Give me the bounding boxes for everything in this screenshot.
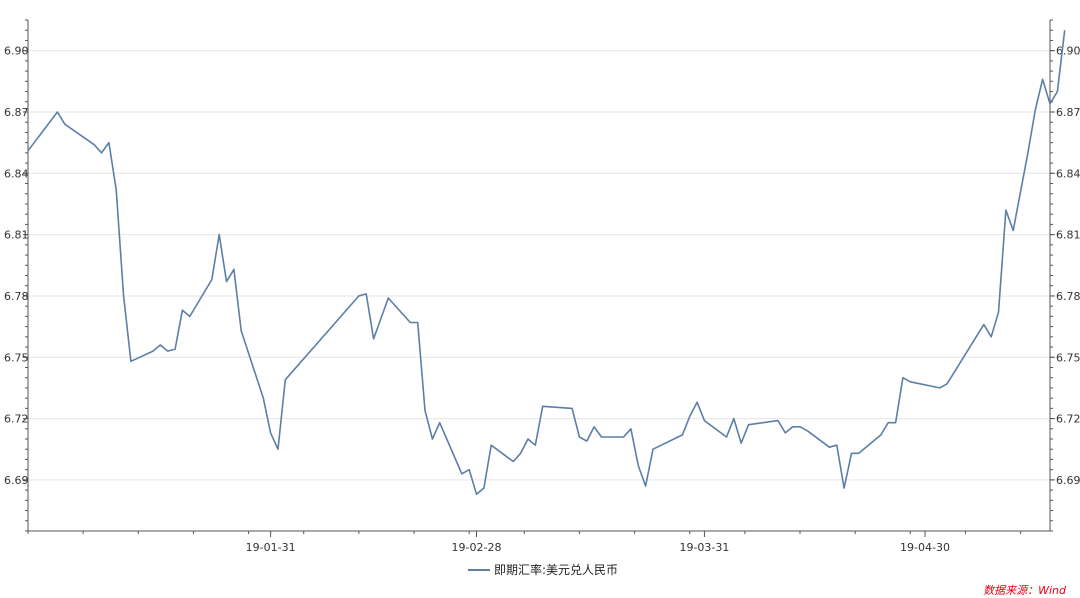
y-tick-label-right: 6.90 xyxy=(1056,45,1080,58)
y-axis-left-ticks: 6.69 6.72 6.75 6.78 6.81 6.84 6.87 6.90 xyxy=(4,19,29,532)
x-tick-label: 19-04-30 xyxy=(900,541,950,554)
legend-label: 即期汇率:美元兑人民币 xyxy=(494,563,619,577)
legend-swatch xyxy=(468,568,490,571)
y-tick-label-left: 6.84 xyxy=(4,167,29,180)
y-tick-label-right: 6.81 xyxy=(1056,229,1080,242)
x-tick-label: 19-02-28 xyxy=(452,541,502,554)
y-tick-label-right: 6.72 xyxy=(1056,413,1080,426)
y-tick-label-left: 6.78 xyxy=(4,290,29,303)
x-axis-ticks: 19-01-31 19-02-28 19-03-31 19-04-30 xyxy=(27,531,1022,554)
y-tick-label-left: 6.69 xyxy=(4,474,29,487)
grid-lines xyxy=(28,50,1050,481)
x-tick-label: 19-01-31 xyxy=(246,541,296,554)
x-tick-label: 19-03-31 xyxy=(679,541,729,554)
y-tick-label-right: 6.78 xyxy=(1056,290,1080,303)
y-tick-label-right: 6.84 xyxy=(1056,167,1080,180)
y-tick-label-left: 6.72 xyxy=(4,413,29,426)
y-tick-label-left: 6.87 xyxy=(4,106,29,119)
y-tick-label-left: 6.90 xyxy=(4,45,29,58)
y-tick-label-right: 6.75 xyxy=(1056,351,1080,364)
legend: 即期汇率:美元兑人民币 xyxy=(468,561,618,578)
y-tick-label-right: 6.87 xyxy=(1056,106,1080,119)
axes xyxy=(27,20,1051,532)
y-tick-label-right: 6.69 xyxy=(1056,474,1080,487)
y-tick-label-left: 6.81 xyxy=(4,229,29,242)
series-line xyxy=(27,30,1066,495)
source-note: 数据来源：Wind xyxy=(983,584,1066,597)
y-tick-label-left: 6.75 xyxy=(4,351,29,364)
series-group xyxy=(27,30,1066,495)
y-axis-right-ticks: 6.69 6.72 6.75 6.78 6.81 6.84 6.87 6.90 xyxy=(1050,19,1080,532)
